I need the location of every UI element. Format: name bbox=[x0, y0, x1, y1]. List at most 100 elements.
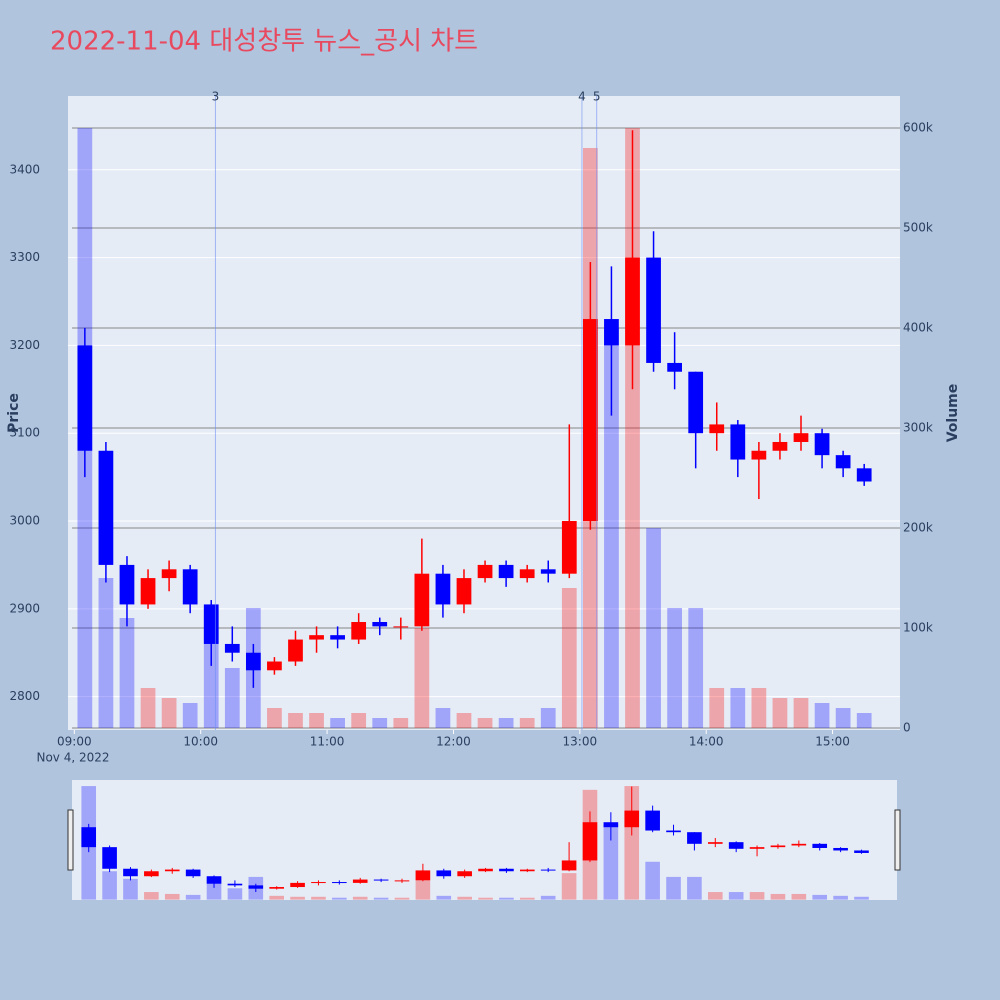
mini-candle-body bbox=[707, 842, 723, 844]
slider-handle[interactable] bbox=[894, 809, 901, 871]
volume-bar bbox=[709, 688, 725, 728]
candle-body bbox=[498, 564, 514, 579]
mini-candle-body bbox=[332, 882, 347, 884]
mini-volume-bar bbox=[728, 892, 744, 900]
candle-body bbox=[604, 319, 619, 346]
volume-bar bbox=[751, 688, 767, 728]
volume-bar bbox=[119, 618, 135, 728]
candle-body bbox=[540, 569, 556, 574]
candle-body bbox=[667, 362, 682, 372]
y2-tick-label: 600k bbox=[903, 121, 933, 135]
range-slider[interactable] bbox=[72, 780, 897, 900]
y-tick-label: 3200 bbox=[9, 338, 40, 352]
x-tick-label: 13:00 bbox=[563, 735, 598, 749]
mini-candle-body bbox=[687, 832, 702, 844]
mini-candle-body bbox=[311, 882, 326, 884]
volume-bar bbox=[267, 708, 282, 728]
candle-body bbox=[98, 450, 114, 565]
mini-candle-body bbox=[666, 830, 681, 833]
candle-body bbox=[751, 450, 767, 460]
mini-candle-body bbox=[123, 868, 138, 877]
candle-body bbox=[267, 661, 282, 671]
candle-body bbox=[625, 257, 640, 346]
event-label: 3 bbox=[212, 90, 220, 104]
x-tick-label: 15:00 bbox=[815, 735, 850, 749]
volume-bar bbox=[161, 698, 177, 728]
mini-candle-body bbox=[520, 869, 535, 872]
volume-bar bbox=[667, 608, 682, 728]
y-tick-label: 3100 bbox=[9, 426, 40, 440]
mini-volume-bar bbox=[457, 896, 472, 900]
candle-body bbox=[309, 635, 324, 640]
mini-candle-body bbox=[415, 870, 431, 881]
mini-volume-bar bbox=[854, 896, 869, 900]
mini-volume-bar bbox=[603, 823, 619, 900]
mini-candle-body bbox=[290, 882, 305, 888]
y2-tick-label: 0 bbox=[903, 721, 911, 735]
volume-bar bbox=[182, 703, 198, 728]
mini-volume-bar bbox=[102, 871, 117, 900]
mini-volume-bar bbox=[394, 897, 410, 900]
candle-body bbox=[288, 639, 303, 662]
y-tick-label: 3300 bbox=[9, 250, 40, 264]
candle-body bbox=[561, 521, 577, 574]
mini-candle-body bbox=[582, 822, 598, 861]
volume-bar bbox=[456, 713, 472, 728]
mini-candle-body bbox=[499, 868, 514, 872]
volume-bar bbox=[372, 718, 388, 728]
candle-body bbox=[330, 635, 345, 640]
candle-body bbox=[435, 573, 451, 605]
candle-body bbox=[245, 652, 261, 671]
mini-candle-body bbox=[791, 843, 807, 846]
mini-candle-body bbox=[206, 876, 222, 884]
candle-body bbox=[77, 345, 93, 451]
volume-bar bbox=[604, 328, 619, 728]
candle-body bbox=[709, 424, 725, 434]
x-date-label: Nov 4, 2022 bbox=[36, 751, 109, 765]
mini-candle-body bbox=[561, 860, 577, 871]
volume-bar bbox=[561, 588, 577, 728]
candle-body bbox=[351, 621, 367, 640]
mini-volume-bar bbox=[123, 878, 138, 900]
x-tick-label: 12:00 bbox=[436, 735, 471, 749]
mini-candle-body bbox=[164, 869, 180, 872]
candle-body bbox=[414, 573, 430, 627]
volume-bar bbox=[393, 718, 409, 728]
mini-volume-bar bbox=[185, 894, 201, 900]
event-label: 4 bbox=[578, 90, 586, 104]
mini-volume-bar bbox=[352, 896, 368, 900]
y2-tick-label: 300k bbox=[903, 421, 933, 435]
y-tick-label: 3000 bbox=[9, 514, 40, 528]
mini-candle-body bbox=[812, 843, 828, 848]
mini-candle-body bbox=[770, 845, 786, 848]
candle-body bbox=[519, 569, 535, 579]
candle-body bbox=[835, 455, 851, 469]
x-tick-label: 09:00 bbox=[57, 735, 92, 749]
candle-body bbox=[582, 319, 598, 522]
mini-volume-bar bbox=[499, 897, 514, 900]
candle-body bbox=[182, 569, 198, 605]
candle-body bbox=[688, 371, 704, 434]
mini-volume-bar bbox=[478, 897, 493, 900]
volume-bar bbox=[688, 608, 704, 728]
plot-area bbox=[68, 96, 900, 730]
mini-candle-body bbox=[478, 868, 493, 872]
volume-bar bbox=[330, 718, 345, 728]
volume-bar bbox=[772, 698, 788, 728]
x-tick-label: 11:00 bbox=[310, 735, 345, 749]
slider-handle[interactable] bbox=[67, 809, 74, 871]
candle-body bbox=[161, 569, 177, 579]
mini-candle-body bbox=[373, 879, 389, 881]
candle-body bbox=[646, 257, 661, 363]
candle-body bbox=[203, 604, 219, 644]
mini-candle-body bbox=[81, 827, 97, 848]
mini-candle-body bbox=[269, 887, 284, 889]
volume-bar bbox=[835, 708, 851, 728]
mini-volume-bar bbox=[707, 892, 723, 900]
mini-volume-bar bbox=[415, 880, 431, 900]
mini-volume-bar bbox=[332, 897, 347, 900]
y2-axis-label: Volume bbox=[945, 384, 961, 443]
y2-tick-label: 400k bbox=[903, 321, 933, 335]
volume-bar bbox=[814, 703, 830, 728]
candle-body bbox=[793, 433, 809, 442]
